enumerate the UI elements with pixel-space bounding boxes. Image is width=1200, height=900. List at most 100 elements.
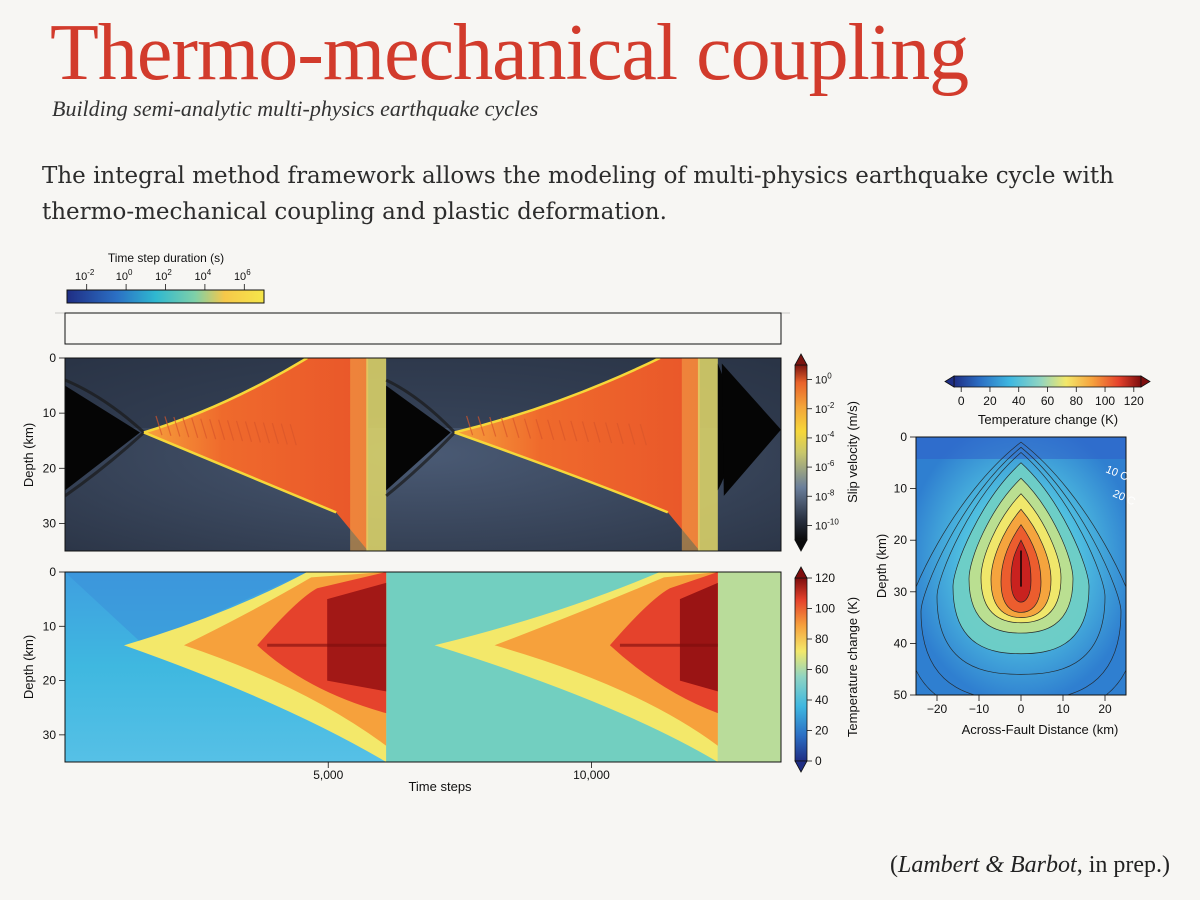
temperature-section-x-tick-label: 10 [1056,702,1070,716]
temperature-time-colorbar-tick-label: 0 [815,754,822,768]
slip-velocity-colorbar-tick-label: 100 [815,372,832,387]
temperature-section-colorbar-tick-label: 0 [958,394,965,408]
timestep-segment [470,313,665,344]
slide-title: Thermo-mechanical coupling [50,9,969,97]
intro-text: The integral method framework allows the… [42,163,1114,225]
temperature-section-y-tick-label: 10 [894,482,908,496]
temperature-section-x-tick-label: 0 [1018,702,1025,716]
temperature-section-colorbar-tick-label: 100 [1095,394,1115,408]
slip-velocity-colorbar-tick-label: 10-2 [815,401,835,416]
timestep-segment [65,313,144,344]
timestep-transition [665,313,718,344]
slip-velocity-colorbar: 100 10-2 10-4 10-6 10-8 10-10 Slip velocity (… [794,353,860,552]
rupture-zone [454,358,700,551]
temperature-section-panel: 0 20 40 60 80 100 120 Temperature change (K) 0… [874,375,1151,737]
temperature-section-ylabel: Depth (km) [874,534,889,598]
rupture-front-down [454,431,669,514]
timestep-segment [176,313,329,344]
temperature-section-colorbar-tick-label: 80 [1070,394,1084,408]
temperature-section-x-tick-label: 20 [1098,702,1112,716]
temperature-time-x-tick-label: 5,000 [313,768,343,782]
heating-core [327,582,387,692]
timestep-segment [665,313,718,344]
temperature-time-heatmap [65,572,781,762]
temperature-section-colorbar: 0 20 40 60 80 100 120 Temperature change (K) [944,375,1151,427]
temperature-section-y-tick-label: 50 [894,688,908,702]
timestep-colorbar-ticks: 10-2 100 102 104 106 [75,268,251,290]
temperature-section-colorbar-tick-label: 120 [1124,394,1144,408]
temperature-contour [916,441,1126,695]
temperature-section-xlabel: Across-Fault Distance (km) [962,722,1119,737]
slip-velocity-ylabel: Depth (km) [21,423,36,487]
timestep-colorbar-label: Time step duration (s) [108,251,224,265]
temperature-time-colorbar-tick-label: 60 [815,663,829,677]
temperature-time-ylabel: Depth (km) [21,635,36,699]
afterslip-band [366,358,387,551]
timestep-strip [55,312,790,345]
slip-velocity-heatmap [65,358,781,551]
temperature-section-x-tick-label: −10 [969,702,990,716]
temperature-time-x-axis: 5,000 10,000 [313,762,610,782]
timestep-colorbar-bar [66,289,265,304]
temperature-time-y-tick-label: 0 [49,565,56,579]
slip-velocity-colorbar-tick-label: 10-4 [815,430,835,445]
rupture-zone [143,358,369,551]
temperature-section-y-tick-label: 30 [894,585,908,599]
temperature-section-colorbar-tick-label: 20 [983,394,997,408]
temperature-contour [920,446,1122,695]
timestep-segment [386,313,470,344]
slip-velocity-colorbar-label: Slip velocity (m/s) [845,401,860,503]
locked-zone [721,363,781,496]
timestep-colorbar-tick-label: 10-2 [75,268,95,283]
temperature-time-xlabel: Time steps [408,779,472,794]
temperature-time-colorbar-tick-label: 80 [815,632,829,646]
slip-velocity-colorbar-tick-label: 10-10 [815,517,839,532]
timestep-transition [328,313,386,344]
temperature-time-y-axis: 0 10 20 30 [43,565,65,742]
temperature-time-colorbar-tick-label: 120 [815,571,835,585]
temperature-section-y-axis: 0 10 20 30 40 50 [894,430,916,702]
slide-subtitle: Building semi-analytic multi-physics ear… [52,96,539,121]
rupture-front-up [143,358,308,434]
timestep-colorbar: Time step duration (s) 10-2 100 102 104 106 [66,251,265,304]
timestep-segment [718,313,781,344]
temperature-section-colorbar-tick-label: 40 [1012,394,1026,408]
slip-velocity-y-tick-label: 0 [49,351,56,365]
temperature-time-y-tick-label: 30 [43,728,57,742]
slip-velocity-colorbar-tick-label: 10-6 [815,459,835,474]
heating-core [679,582,718,692]
temperature-time-colorbar: 0 20 40 60 80 100 120 Temperature change (K) [794,566,860,773]
rupture-front-up [454,358,661,434]
temperature-time-y-tick-label: 20 [43,674,57,688]
locked-zone [65,385,140,491]
temperature-section-y-tick-label: 20 [894,533,908,547]
afterslip-band [697,358,718,551]
citation: (Lambert & Barbot, in prep.) [890,852,1170,878]
temperature-time-colorbar-tick-label: 20 [815,724,829,738]
temperature-section-x-axis: −20 −10 0 10 20 [927,695,1112,716]
slip-velocity-y-tick-label: 20 [43,461,57,475]
temperature-time-y-tick-label: 10 [43,619,57,633]
temperature-section-heatmap [916,437,1126,695]
temperature-section-y-tick-label: 40 [894,636,908,650]
rupture-front-down [143,431,337,514]
temperature-section-x-tick-label: −20 [927,702,948,716]
citation-authors: Lambert & Barbot [898,852,1077,878]
temperature-section-y-tick-label: 0 [900,430,907,444]
temperature-contour [936,452,1106,675]
temperature-section-colorbar-label: Temperature change (K) [978,412,1118,427]
temperature-time-panel: 0 10 20 30 5,000 10,000 Depth (km) Time step… [21,565,860,794]
slip-velocity-y-axis: 0 10 20 30 [43,351,65,530]
temperature-time-colorbar-label: Temperature change (K) [845,597,860,737]
cool-zone [65,572,308,646]
temperature-time-x-tick-label: 10,000 [573,768,610,782]
slip-velocity-y-tick-label: 10 [43,406,57,420]
temperature-time-colorbar-tick-label: 100 [815,602,835,616]
timestep-colorbar-tick-label: 102 [155,268,172,283]
locked-zone [386,385,451,491]
timestep-colorbar-tick-label: 106 [234,268,251,283]
warm-background [717,572,781,762]
temperature-time-colorbar-tick-label: 40 [815,693,829,707]
